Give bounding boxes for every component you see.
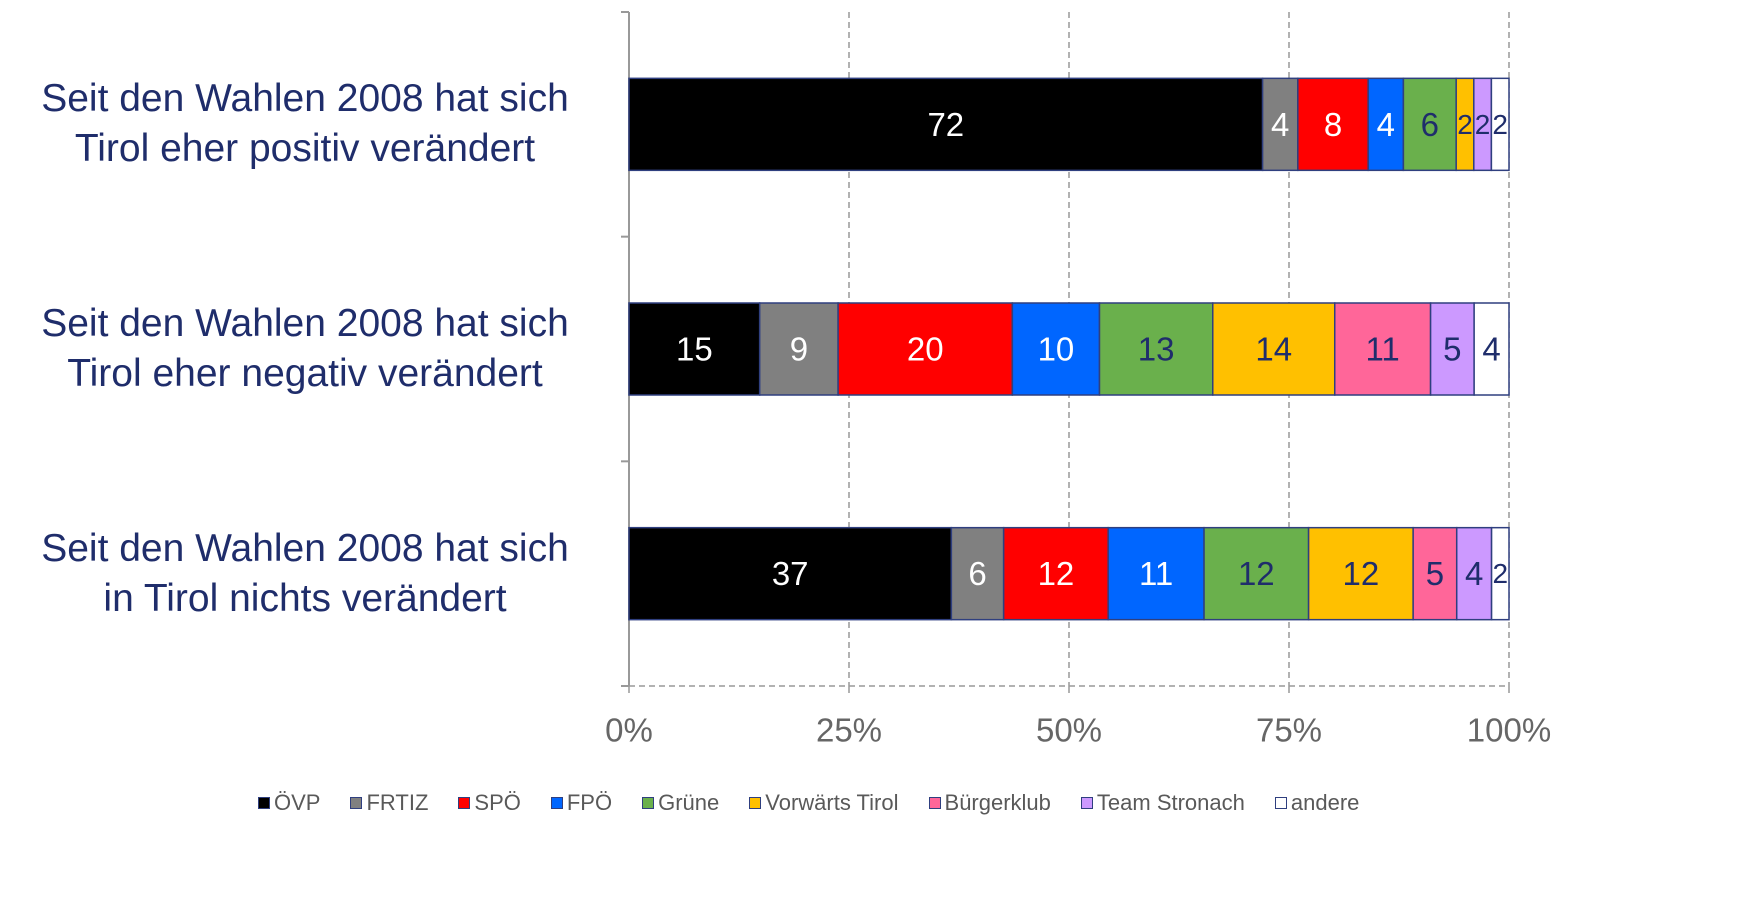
bar-segment [1412,526,1458,621]
legend-label: Team Stronach [1096,790,1245,815]
data-label: 11 [1366,331,1400,368]
bar-segment [628,302,761,396]
legend-label: SPÖ [474,790,521,815]
legend-swatch [642,797,655,809]
bar-segment [1429,302,1475,396]
category-label: Seit den Wahlen 2008 hat sich in Tirol n… [41,526,569,620]
bar-segment [1473,302,1510,396]
legend-item: Grüne [642,790,719,816]
bar-segment [837,302,1014,396]
legend-item: andere [1274,790,1360,816]
legend-label: andere [1290,790,1360,815]
legend-item: Vorwärts Tirol [749,790,899,816]
data-label: 2 [1475,109,1491,140]
data-label: 15 [676,331,713,368]
data-label: 5 [1426,555,1444,592]
legend-swatch [258,797,270,809]
legend-swatch [458,797,471,809]
bar-segment [1455,526,1493,621]
legend-item: FRTIZ [350,790,428,816]
legend-swatch [550,797,563,809]
legend-label: Bürgerklub [944,790,1051,815]
bar-segment [1490,77,1510,172]
data-label: 14 [1255,331,1292,368]
data-label: 10 [1038,331,1075,368]
bar-segment [1490,526,1510,621]
data-label: 2 [1492,558,1508,589]
data-label: 4 [1465,555,1483,592]
bar-segment [950,526,1005,621]
data-label: 4 [1377,106,1395,143]
data-label: 4 [1482,331,1500,368]
data-label: 5 [1443,331,1461,368]
data-label: 6 [968,555,986,592]
bar-segment [1203,526,1310,621]
data-label: 4 [1271,106,1289,143]
bar-segment [1098,302,1214,396]
legend-swatch [749,797,762,809]
legend-label: Grüne [658,790,720,815]
data-label: 11 [1139,555,1173,592]
bar-segment [1212,302,1336,396]
bar-segment [1402,77,1457,172]
bar-segment [1011,302,1101,396]
legend-label: ÖVP [274,790,321,815]
legend-item: SPÖ [458,790,521,816]
data-label: 72 [927,106,964,143]
legend-item: Bürgerklub [928,790,1051,816]
bar-segment [1307,526,1414,621]
legend-item: ÖVP [258,790,320,816]
data-label: 12 [1038,555,1075,592]
legend-swatch [350,797,363,809]
bar-segment [628,77,1264,172]
data-label: 13 [1138,331,1175,368]
x-tick-label: 50% [1036,712,1102,749]
x-tick-label: 100% [1467,712,1551,749]
data-label: 12 [1238,555,1275,592]
legend-swatch [928,797,941,809]
bar-segment [1002,526,1109,621]
data-label: 6 [1421,106,1439,143]
data-label: 12 [1343,555,1380,592]
data-label: 20 [907,331,944,368]
data-label: 2 [1457,109,1473,140]
legend-swatch [1080,797,1093,809]
data-label: 37 [772,555,809,592]
category-label: Seit den Wahlen 2008 hat sich Tirol eher… [41,302,569,395]
legend: ÖVP FRTIZ SPÖ FPÖ Grüne Vorwärts Tirol Bürgerk… [258,790,1359,816]
bar-segment [1261,77,1299,172]
legend-item: FPÖ [550,790,613,816]
bar-segment [1367,77,1405,172]
legend-label: FRTIZ [366,790,429,815]
x-tick-label: 75% [1256,712,1322,749]
category-label: Seit den Wahlen 2008 hat sich Tirol eher… [41,77,569,171]
data-label: 8 [1324,106,1342,143]
legend-swatch [1274,797,1287,809]
x-tick-label: 0% [605,712,653,749]
data-label: 2 [1492,109,1508,140]
bar-segment [758,302,839,396]
legend-label: FPÖ [566,790,613,815]
x-tick-label: 25% [816,712,882,749]
data-label: 9 [790,331,808,368]
bar-segment [1333,302,1432,396]
bar-segment [1297,77,1369,172]
bar-segment [628,526,953,621]
legend-label: Vorwärts Tirol [765,790,899,815]
legend-item: Team Stronach [1080,790,1245,816]
